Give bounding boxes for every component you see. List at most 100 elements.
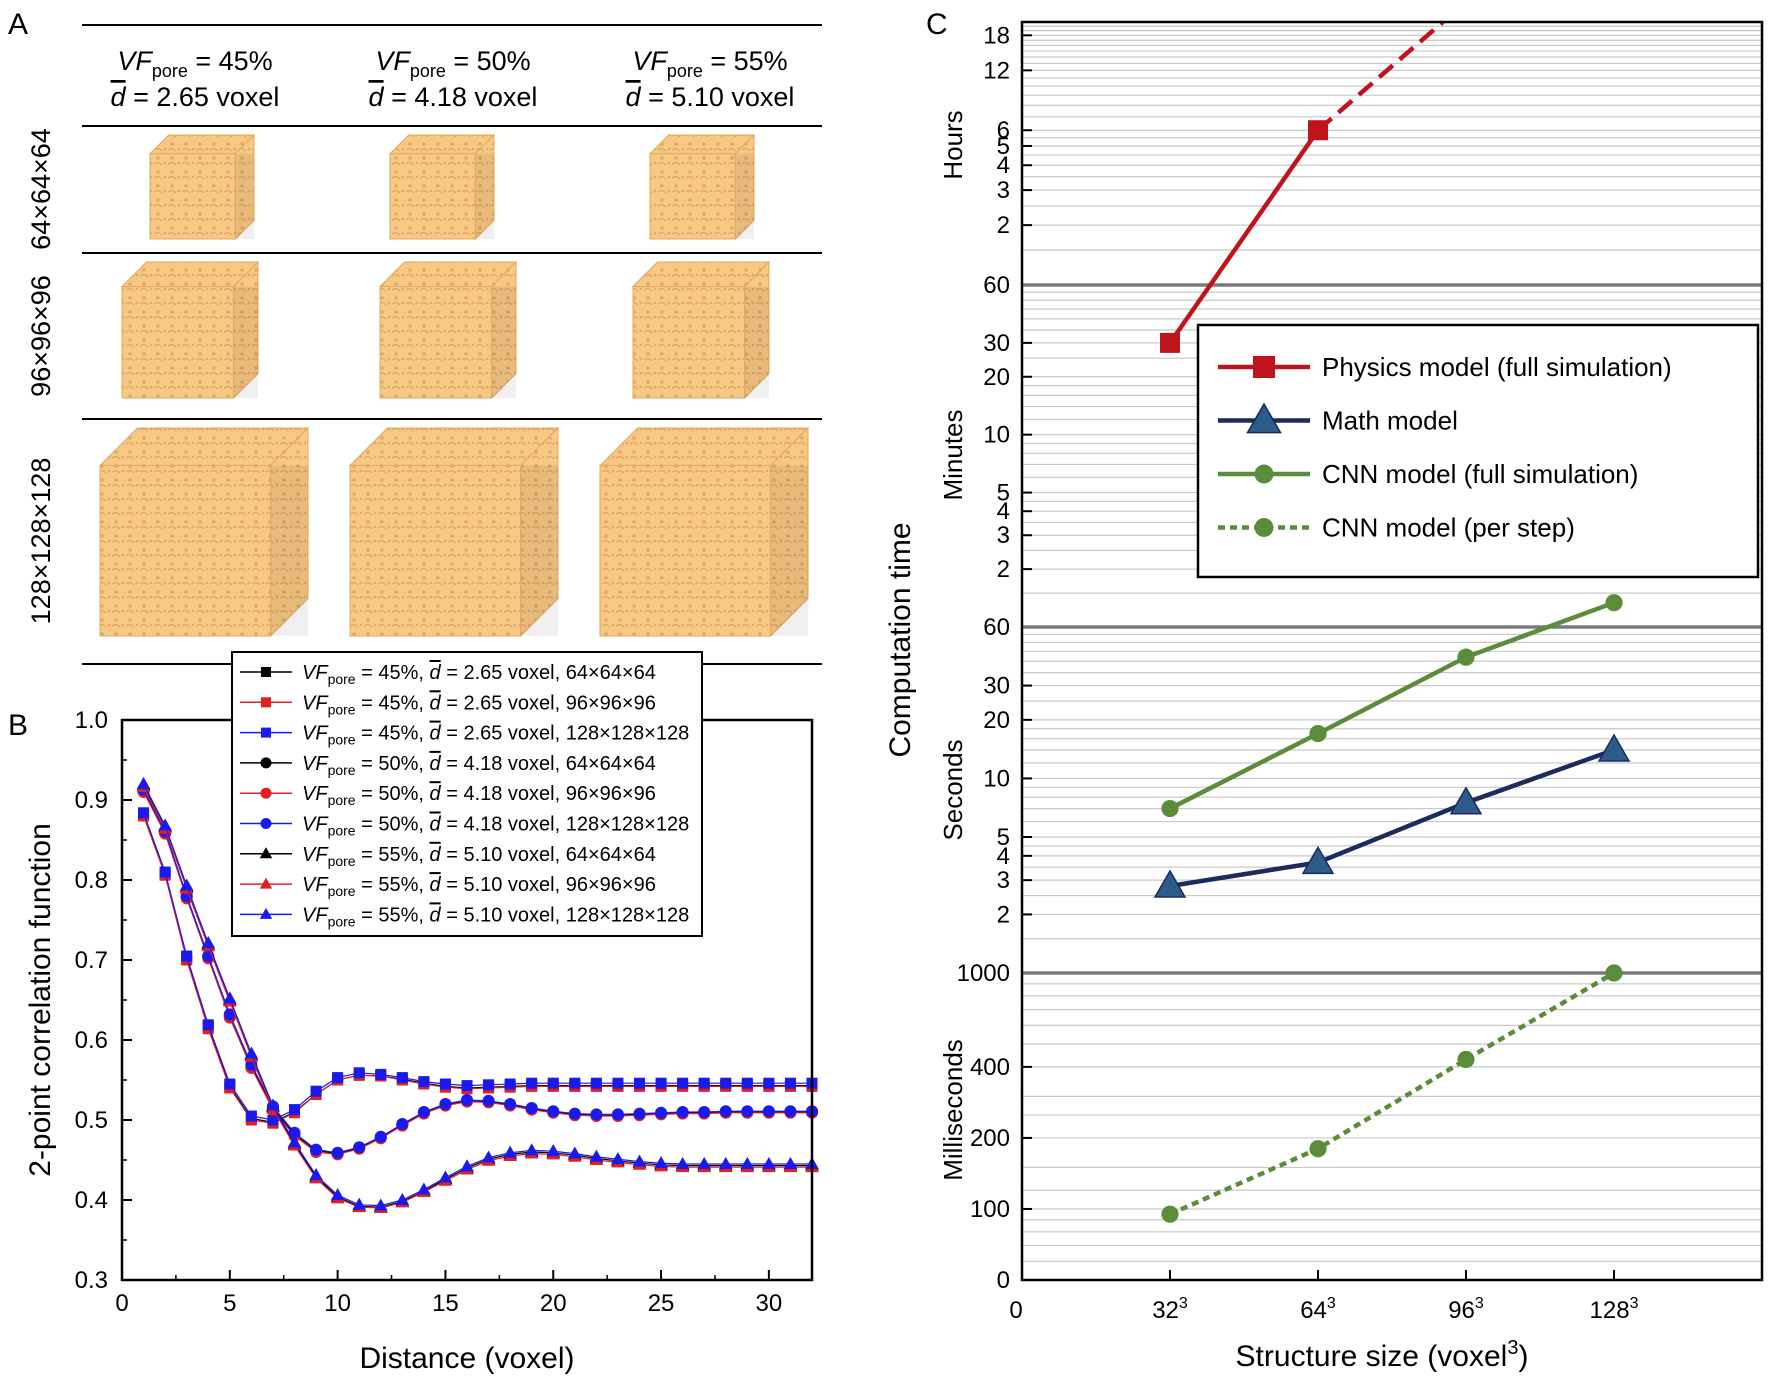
data-point (417, 1182, 431, 1195)
legend-d: d (430, 753, 442, 775)
data-point (654, 1156, 668, 1169)
data-point (395, 1192, 410, 1205)
data-point (353, 1141, 366, 1154)
data-point (1605, 964, 1623, 982)
data-point (267, 1114, 279, 1126)
y-tick-label: 200 (970, 1125, 1010, 1152)
series-line (1169, 747, 1615, 889)
y-tick-label: 20 (983, 364, 1010, 391)
series-line (1168, 600, 1615, 811)
data-point (783, 1156, 798, 1169)
data-point (330, 1188, 345, 1201)
data-point (260, 757, 272, 769)
data-point (261, 727, 271, 738)
legend-d: d (430, 844, 442, 866)
series-line (1168, 128, 1320, 345)
legend-entry-6: VFpore = 50%, d = 4.18 voxel, 128×128×12… (240, 814, 689, 839)
series-3 (1153, 733, 1631, 898)
x-label-end: ) (1518, 1340, 1528, 1373)
unit-label-milliseconds: Milliseconds (938, 1039, 968, 1181)
data-point (396, 1118, 409, 1130)
legend-label: VFpore = 55%, d = 5.10 voxel, 128×128×12… (302, 904, 689, 929)
panel-a-letter: A (8, 8, 28, 41)
y-tick-label: 20 (983, 707, 1010, 734)
legend-sub: pore (328, 883, 356, 899)
legend-vf: VF (302, 753, 329, 775)
legend-d: d (430, 662, 442, 684)
x-tick-label: 25 (648, 1290, 675, 1317)
y-tick-label: 10 (983, 765, 1010, 792)
vf-value: = 55% (703, 46, 788, 76)
x-tick-label: 5 (223, 1290, 236, 1317)
d-label: d (626, 82, 642, 112)
data-point (244, 1046, 259, 1059)
series-5 (1161, 964, 1623, 1223)
data-point (259, 847, 273, 859)
d-value: = 5.10 voxel (641, 82, 795, 112)
x-label-sup: 3 (1507, 1337, 1518, 1359)
y-tick-label: 30 (983, 330, 1010, 357)
y-tick-label: 0.5 (75, 1107, 108, 1134)
data-point (612, 1077, 624, 1089)
data-point (260, 787, 272, 799)
legend-rest: = 50%, (356, 814, 430, 836)
legend-rest: = 55%, (356, 874, 430, 896)
cube-side-shade (744, 286, 769, 398)
data-point (461, 1094, 473, 1106)
data-point (309, 1168, 323, 1181)
cube-front-face (649, 153, 736, 240)
data-point (1449, 786, 1483, 815)
unit-label-minutes: Minutes (938, 409, 968, 500)
cube-side-shade (491, 286, 516, 398)
legend-sub: pore (328, 853, 356, 869)
porous-cube (388, 133, 496, 241)
series-line (1169, 971, 1616, 1217)
data-point (590, 1077, 602, 1089)
legend-entry-3: CNN model (full simulation) (1218, 459, 1638, 489)
x-tick-label: 1283 (1590, 1295, 1639, 1324)
data-point (676, 1106, 689, 1118)
legend-rest: = 55%, (356, 904, 430, 926)
legend-label: CNN model (per step) (1322, 513, 1575, 543)
legend-d: d (430, 723, 442, 745)
data-point (260, 818, 272, 829)
data-point (159, 866, 171, 878)
legend-vf: VF (302, 662, 329, 684)
data-point (1161, 1205, 1179, 1223)
cube-front-face (632, 285, 746, 399)
panel-a-header-vf-3: VFpore = 55% (632, 46, 787, 81)
data-point (504, 1078, 516, 1090)
y-tick-label: 0.3 (75, 1267, 108, 1294)
legend-entry-2: Math model (1218, 402, 1458, 436)
legend-tail: = 5.10 voxel, 96×96×96 (441, 874, 656, 896)
data-point (1153, 869, 1187, 898)
data-point (740, 1156, 755, 1169)
data-point (1160, 332, 1180, 353)
series-9 (136, 776, 819, 1211)
data-point (611, 1152, 625, 1165)
legend-d: d (430, 783, 442, 805)
data-point (1309, 1140, 1327, 1158)
legend-tail: = 4.18 voxel, 64×64×64 (441, 753, 656, 775)
panel-b-legend-box (231, 651, 703, 937)
legend-rest: = 55%, (356, 844, 430, 866)
x-tick-label: 323 (1152, 1295, 1188, 1324)
data-point (201, 936, 216, 949)
data-point (310, 1143, 323, 1156)
data-point (569, 1077, 581, 1089)
legend-d: d (430, 692, 442, 714)
panel-a-header-vf-1: VFpore = 45% (117, 46, 272, 81)
vf-label: VF (375, 46, 411, 76)
data-point (1597, 733, 1631, 762)
data-point (259, 877, 273, 889)
y-boundary-label: 60 (983, 614, 1010, 641)
panel-b: B 0 5 10 15 20 25 30 0.3 0.4 0.5 0.6 0.7 0.8 0.9 1.0 Di… (8, 651, 819, 1375)
data-point (784, 1105, 797, 1118)
unit-label-hours: Hours (938, 110, 968, 179)
series-6 (137, 783, 818, 1159)
data-point (784, 1077, 796, 1089)
y-tick-label: 0.6 (75, 1027, 108, 1054)
legend-label: VFpore = 50%, d = 4.18 voxel, 96×96×96 (302, 783, 656, 808)
cube-front-face (99, 464, 272, 637)
